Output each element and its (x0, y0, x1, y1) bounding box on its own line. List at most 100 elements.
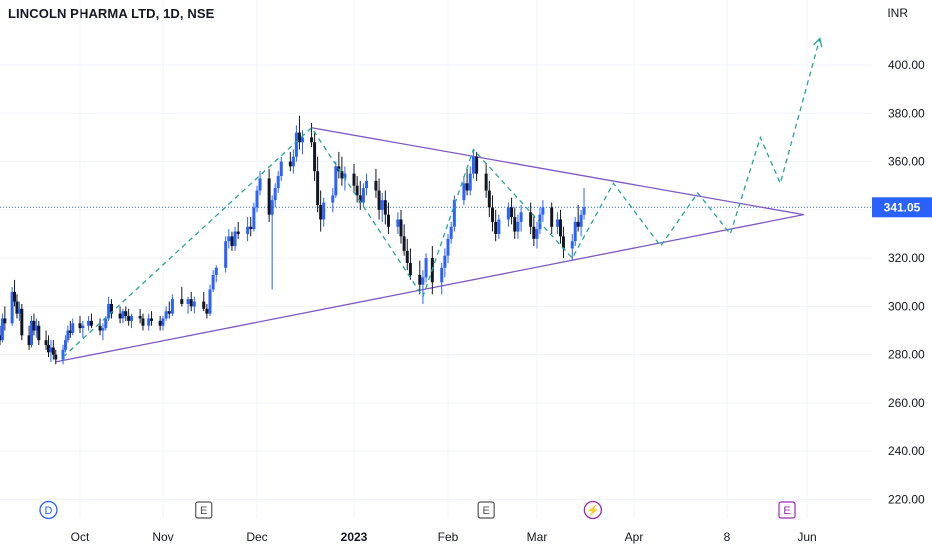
candle (89, 313, 93, 329)
candle-body (573, 221, 577, 242)
candle (141, 313, 145, 331)
candle-body (167, 311, 171, 314)
candle (452, 195, 456, 232)
dividend-icon (39, 500, 58, 520)
marker-label: D (45, 505, 53, 517)
candle-body (208, 289, 212, 314)
candle (405, 238, 409, 271)
candle (138, 308, 142, 324)
candle (573, 217, 577, 247)
candle-body (78, 323, 82, 329)
candle-body (491, 207, 494, 222)
x-tick-label: Jun (797, 530, 816, 544)
candle-body (535, 229, 539, 239)
candle (288, 151, 292, 172)
candle (0, 313, 4, 343)
candle (130, 313, 134, 329)
candle-body (449, 226, 453, 239)
candle (189, 291, 193, 312)
earnings-marker: E (477, 501, 495, 519)
candle-body (300, 137, 304, 143)
candle (230, 231, 234, 251)
candle-body (192, 301, 196, 307)
candle-body (258, 178, 262, 191)
candle (579, 209, 583, 237)
candle (399, 209, 403, 244)
chart-grid (0, 0, 872, 518)
candle (532, 214, 536, 247)
candle-body (402, 236, 406, 251)
candle (383, 190, 387, 225)
x-tick-label: Feb (438, 530, 459, 544)
price-axis: 220.00240.00260.00280.00300.00320.00340.… (888, 58, 925, 507)
candle (334, 161, 338, 198)
candle (32, 313, 36, 336)
candle-body (468, 173, 472, 191)
projection-path (62, 37, 823, 358)
candle-body (236, 231, 240, 234)
candle (494, 209, 498, 242)
projection-arrowhead (813, 37, 823, 48)
candle (421, 270, 425, 304)
candle-body (331, 195, 335, 203)
candle-body (465, 183, 469, 191)
candle-body (127, 316, 131, 321)
candle (418, 260, 422, 295)
candle-body (541, 207, 545, 215)
candle-body (267, 178, 271, 215)
candle-body (452, 200, 456, 227)
candle (10, 287, 14, 326)
candle-body (559, 219, 563, 237)
candle-body (0, 335, 2, 341)
candle-body (0, 318, 4, 341)
candle (167, 301, 171, 319)
candle (519, 205, 523, 232)
candle (236, 221, 240, 239)
candle (396, 212, 400, 234)
pattern-lines (0, 127, 872, 363)
candle (300, 130, 304, 155)
candle-body (150, 318, 154, 321)
candle (121, 308, 125, 324)
candle (258, 171, 262, 196)
candle-body (396, 219, 400, 227)
candle-body (374, 180, 378, 191)
price-badge-bg (872, 197, 932, 218)
candle (78, 316, 82, 333)
candle (192, 296, 196, 314)
triangle-lower-line (55, 214, 804, 363)
candle-body (270, 200, 274, 215)
candle-body (51, 347, 55, 355)
candle-body (54, 354, 58, 360)
candle-body (158, 320, 162, 326)
candle (51, 340, 55, 360)
candle-body (550, 207, 554, 227)
candle (61, 345, 65, 365)
candle (46, 335, 50, 358)
candle (37, 320, 41, 346)
candle-body (130, 316, 134, 321)
candle (402, 224, 406, 256)
candle (487, 180, 491, 218)
triangle-upper-line (311, 127, 804, 216)
candle (124, 306, 128, 321)
candle-body (30, 320, 34, 346)
candle (109, 299, 113, 319)
candle-body (13, 291, 17, 302)
candle (365, 173, 369, 196)
candle (471, 149, 475, 179)
candle (541, 200, 545, 222)
candle-body (211, 275, 215, 290)
candle-body (252, 207, 256, 230)
candle-body (358, 195, 362, 203)
candle (164, 306, 168, 321)
candle (440, 262, 444, 295)
candle-body (214, 267, 218, 276)
marker-label: E (200, 505, 207, 517)
candle-body (81, 325, 85, 329)
candle (186, 296, 190, 314)
candle (54, 349, 58, 365)
candle (252, 202, 256, 232)
candle-body (101, 328, 105, 331)
